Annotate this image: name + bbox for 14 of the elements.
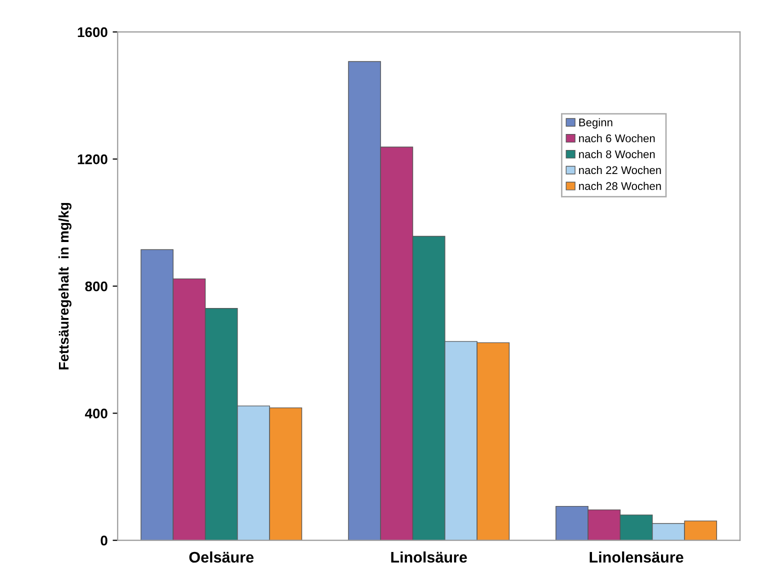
y-tick-label: 0 (100, 536, 108, 546)
x-tick-label: Oelsäure (189, 551, 254, 563)
legend-label: nach 28 Wochen (579, 182, 661, 190)
y-tick-label: 1600 (78, 27, 108, 38)
legend-label: nach 8 Wochen (579, 150, 655, 158)
x-tick-label: Linolensäure (590, 551, 684, 563)
y-tick-label: 800 (85, 281, 108, 292)
legend-label: Beginn (579, 118, 612, 129)
y-axis-title: Fettsäuregehalt in mg/kg (58, 202, 72, 370)
legend-label: nach 6 Wochen (579, 134, 655, 142)
legend-label: nach 22 Wochen (579, 166, 661, 174)
y-tick-label: 1200 (78, 154, 108, 164)
y-tick-label: 400 (84, 408, 108, 418)
x-tick-label: Linolsäure (391, 551, 467, 563)
